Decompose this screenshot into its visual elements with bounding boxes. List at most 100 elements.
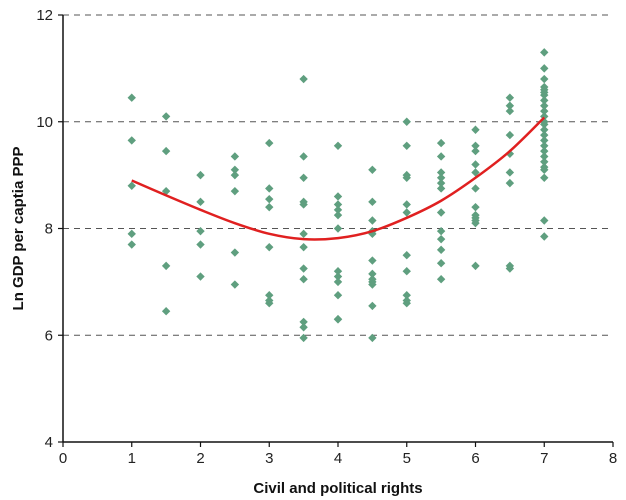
data-point bbox=[436, 275, 446, 284]
data-point bbox=[368, 280, 377, 289]
data-point bbox=[333, 205, 343, 215]
data-point bbox=[333, 267, 343, 276]
data-point bbox=[505, 264, 515, 273]
data-point bbox=[540, 96, 549, 105]
data-point bbox=[540, 152, 549, 161]
data-point bbox=[471, 141, 480, 150]
y-tick-label-4: 4 bbox=[45, 434, 53, 451]
data-point bbox=[299, 242, 308, 252]
data-point bbox=[540, 232, 549, 241]
data-point bbox=[402, 299, 411, 308]
data-point bbox=[333, 315, 343, 324]
data-point bbox=[127, 181, 136, 190]
data-point bbox=[540, 88, 549, 97]
data-point bbox=[230, 248, 240, 257]
data-point bbox=[402, 250, 411, 260]
data-point bbox=[436, 173, 446, 182]
data-point bbox=[161, 261, 171, 271]
data-point bbox=[265, 202, 274, 212]
data-point bbox=[299, 229, 308, 239]
data-point bbox=[402, 291, 411, 300]
data-point bbox=[265, 138, 274, 148]
data-point bbox=[471, 184, 480, 193]
data-point bbox=[471, 261, 480, 271]
x-tick-label-4: 4 bbox=[334, 450, 342, 467]
data-point bbox=[402, 141, 411, 150]
data-point bbox=[368, 216, 377, 225]
data-point bbox=[505, 101, 515, 110]
data-point bbox=[196, 240, 205, 249]
data-point bbox=[230, 170, 240, 180]
data-point bbox=[196, 226, 205, 236]
data-point bbox=[540, 82, 549, 92]
data-point bbox=[368, 197, 377, 207]
data-point bbox=[540, 74, 549, 84]
data-point bbox=[333, 272, 343, 281]
data-point bbox=[540, 141, 549, 150]
y-tick-label-6: 6 bbox=[45, 327, 53, 344]
data-point bbox=[333, 192, 343, 201]
x-axis-title: Civil and political rights bbox=[253, 480, 422, 497]
data-point bbox=[333, 200, 343, 209]
data-point bbox=[540, 157, 549, 166]
data-point bbox=[471, 125, 480, 134]
data-point bbox=[505, 168, 515, 177]
data-point bbox=[436, 168, 446, 177]
x-tick-label-0: 0 bbox=[59, 450, 67, 467]
data-point bbox=[299, 333, 308, 343]
data-point bbox=[402, 173, 411, 182]
data-point bbox=[436, 208, 446, 217]
data-point bbox=[505, 178, 515, 188]
data-point bbox=[333, 277, 343, 287]
data-point bbox=[265, 299, 274, 308]
data-point bbox=[540, 216, 549, 225]
data-point bbox=[505, 130, 515, 140]
data-point bbox=[368, 301, 377, 311]
data-point bbox=[299, 264, 308, 273]
x-tick-label-1: 1 bbox=[128, 450, 136, 467]
data-point bbox=[471, 218, 480, 228]
data-point bbox=[333, 141, 343, 150]
data-point bbox=[540, 106, 549, 116]
data-point bbox=[196, 272, 205, 281]
data-point bbox=[265, 194, 274, 204]
data-point bbox=[505, 93, 515, 102]
x-tick-label-8: 8 bbox=[609, 450, 617, 467]
y-tick-label-12: 12 bbox=[36, 7, 53, 24]
data-point bbox=[540, 130, 549, 140]
fit-curve bbox=[131, 116, 546, 241]
data-point bbox=[436, 184, 446, 193]
data-point bbox=[505, 106, 515, 116]
data-point bbox=[299, 74, 308, 84]
data-point bbox=[127, 240, 136, 249]
y-tick-label-10: 10 bbox=[36, 114, 53, 131]
data-point bbox=[540, 101, 549, 110]
data-point bbox=[402, 267, 411, 276]
data-point bbox=[127, 229, 136, 239]
data-point bbox=[368, 333, 377, 343]
data-point bbox=[540, 64, 549, 73]
data-point bbox=[299, 200, 308, 209]
data-point bbox=[333, 210, 343, 220]
y-tick-label-8: 8 bbox=[45, 221, 53, 238]
y-tick-labels: 4 6 8 10 12 bbox=[36, 7, 53, 451]
data-point bbox=[265, 184, 274, 193]
data-point bbox=[230, 280, 240, 289]
data-point bbox=[436, 226, 446, 236]
data-point bbox=[402, 208, 411, 217]
data-point bbox=[299, 173, 308, 182]
data-point bbox=[540, 48, 549, 57]
x-tick-label-6: 6 bbox=[471, 450, 479, 467]
data-points bbox=[127, 48, 549, 343]
data-point bbox=[230, 152, 240, 161]
data-point bbox=[230, 165, 240, 174]
data-point bbox=[299, 152, 308, 161]
x-tick-label-3: 3 bbox=[265, 450, 273, 467]
data-point bbox=[368, 269, 377, 279]
data-point bbox=[436, 178, 446, 188]
data-point bbox=[161, 146, 171, 156]
data-point bbox=[436, 152, 446, 161]
data-point bbox=[471, 168, 480, 177]
data-point bbox=[436, 138, 446, 148]
